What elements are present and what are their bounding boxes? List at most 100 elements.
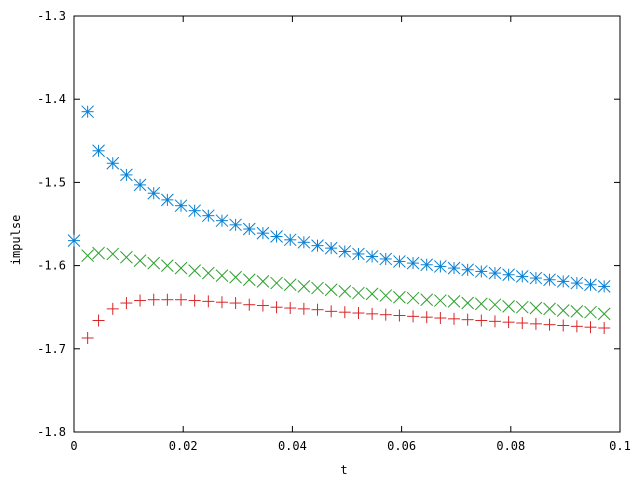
data-point-plus (161, 293, 174, 306)
data-point-plus (325, 305, 338, 318)
data-point-asterisk (229, 218, 242, 232)
data-point-cross (543, 302, 556, 316)
data-point-cross (201, 266, 215, 280)
data-point-plus (243, 298, 256, 311)
data-point-cross (311, 281, 324, 295)
data-point-cross (570, 305, 584, 318)
data-point-asterisk (393, 255, 406, 268)
data-point-asterisk (92, 144, 105, 158)
data-point-plus (120, 297, 133, 310)
data-point-asterisk (297, 235, 311, 249)
data-point-asterisk (556, 275, 570, 288)
data-point-asterisk (283, 233, 297, 247)
data-point-asterisk (474, 265, 488, 278)
data-point-cross (256, 275, 270, 288)
data-point-cross (81, 249, 95, 262)
data-point-plus (543, 318, 556, 331)
data-point-asterisk (67, 234, 81, 247)
data-point-cross (188, 264, 202, 277)
tick-labels-layer: 0 0.02 0.04 0.06 0.08 0.1 -1.8 -1.7 -1.6 -1.5 -1.4… (37, 9, 631, 453)
data-point-asterisk (570, 276, 584, 290)
data-point-cross (352, 286, 365, 300)
data-point-cross (106, 247, 120, 261)
data-point-plus (570, 320, 583, 333)
data-point-asterisk (270, 230, 283, 243)
data-point-asterisk (161, 193, 174, 207)
data-point-plus (502, 316, 515, 329)
data-point-cross (515, 300, 529, 314)
data-point-plus (229, 297, 242, 310)
data-point-asterisk (338, 245, 352, 258)
data-point-cross (270, 276, 283, 290)
data-point-plus (81, 331, 94, 344)
data-point-plus (393, 309, 406, 322)
data-point-cross (461, 296, 475, 310)
data-point-asterisk (488, 266, 502, 280)
data-point-cross (120, 250, 133, 264)
data-point-asterisk (147, 186, 161, 200)
data-point-plus (557, 319, 570, 332)
data-point-cross (529, 301, 543, 315)
data-point-cross (133, 254, 147, 267)
data-point-cross (174, 261, 188, 275)
data-point-plus (598, 322, 611, 334)
data-point-plus (202, 295, 215, 308)
data-point-asterisk (352, 247, 365, 261)
x-tick-label: 0.04 (278, 439, 307, 453)
data-point-cross (338, 285, 352, 298)
data-point-plus (529, 317, 542, 330)
data-point-asterisk (406, 256, 420, 270)
data-point-asterisk (201, 209, 215, 223)
data-point-asterisk (242, 222, 256, 236)
data-point-cross (92, 246, 105, 260)
data-point-cross (365, 287, 379, 301)
data-point-asterisk (188, 204, 202, 218)
data-point-asterisk (365, 250, 379, 263)
data-point-plus (134, 294, 147, 307)
data-point-asterisk (120, 168, 133, 182)
x-tick-label: 0.1 (609, 439, 631, 453)
data-point-cross (556, 304, 570, 317)
y-tick-label: -1.3 (37, 9, 66, 23)
y-tick-label: -1.4 (37, 92, 66, 106)
data-point-plus (147, 293, 160, 306)
x-axis-label: t (340, 463, 347, 477)
x-tick-label: 0.08 (496, 439, 525, 453)
data-point-asterisk (597, 280, 611, 293)
data-point-cross (393, 290, 406, 304)
data-point-cross (379, 289, 393, 302)
data-point-cross (242, 273, 256, 287)
data-point-cross (488, 298, 502, 312)
series-plus (81, 293, 611, 344)
data-point-cross (215, 269, 229, 282)
data-point-cross (297, 280, 311, 293)
data-point-asterisk (256, 226, 270, 240)
data-point-cross (406, 291, 420, 305)
data-point-asterisk (502, 268, 515, 282)
data-point-plus (256, 299, 269, 312)
data-point-asterisk (324, 241, 338, 255)
data-point-plus (297, 302, 310, 315)
data-point-asterisk (215, 214, 229, 228)
data-point-asterisk (461, 263, 475, 277)
data-point-asterisk (515, 270, 529, 283)
plot-frame (73, 15, 621, 433)
data-point-cross (502, 300, 515, 313)
data-point-plus (311, 303, 324, 316)
data-point-plus (379, 308, 392, 321)
data-point-asterisk (106, 156, 120, 170)
data-point-plus (215, 296, 228, 309)
data-point-asterisk (81, 105, 95, 119)
ticks-layer (73, 15, 621, 433)
axes-layer (73, 15, 621, 433)
data-point-cross (147, 256, 161, 270)
data-point-plus (92, 314, 105, 327)
data-point-asterisk (379, 252, 393, 266)
data-point-asterisk (543, 273, 556, 287)
data-point-plus (352, 307, 365, 320)
x-tick-label: 0.02 (169, 439, 198, 453)
y-tick-label: -1.5 (37, 175, 66, 189)
data-point-plus (106, 302, 119, 315)
x-tick-label: 0.06 (387, 439, 416, 453)
